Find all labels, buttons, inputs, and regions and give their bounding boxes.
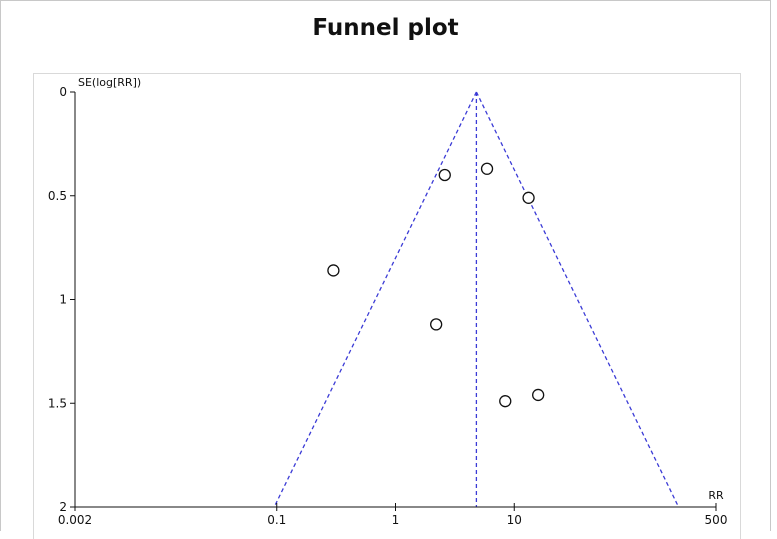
y-tick-label: 1 [59,293,67,307]
y-axis-ticks: 0 0.5 1 1.5 2 [48,85,75,514]
funnel-lines [273,91,680,508]
x-tick-label: 0.002 [58,513,92,527]
study-point [532,388,545,402]
study-point [327,264,340,277]
study-point [499,395,512,408]
x-axis-ticks: 0.002 0.1 1 10 500 [58,503,728,527]
study-point [480,162,494,175]
x-tick-label: 1 [392,513,400,527]
funnel-left-line [273,91,477,508]
x-axis-label: RR [708,489,724,502]
study-point [522,191,535,204]
y-tick-label: 2 [59,500,67,514]
y-tick-label: 1.5 [48,396,67,410]
chart-title: Funnel plot [312,15,459,41]
study-point [438,168,451,182]
funnel-right-line [475,91,680,508]
data-points [327,162,545,408]
x-tick-label: 10 [507,513,522,527]
x-tick-label: 500 [705,513,728,527]
y-tick-label: 0 [59,85,67,99]
plot-panel [33,73,741,539]
axes: 0 0.5 1 1.5 2 0.002 0.1 1 10 500 SE(log[RR]) RR [48,76,728,527]
y-axis-label: SE(log[RR]) [78,76,141,89]
study-point [430,318,443,331]
x-tick-label: 0.1 [267,513,286,527]
y-tick-label: 0.5 [48,189,67,203]
